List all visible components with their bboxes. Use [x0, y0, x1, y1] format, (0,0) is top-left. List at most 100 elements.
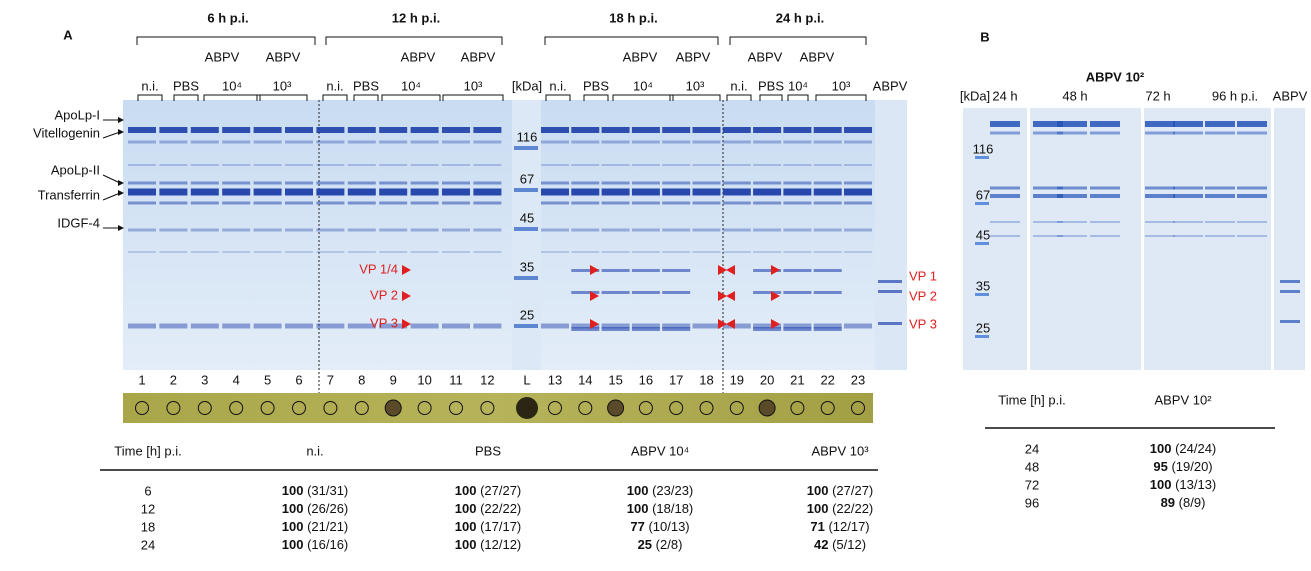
- band: [662, 291, 691, 294]
- marker-label: 35: [976, 278, 990, 293]
- band: [753, 228, 782, 232]
- band: [285, 127, 313, 133]
- band: [442, 127, 470, 133]
- band: [1237, 121, 1267, 127]
- vp-arrow: [771, 319, 780, 329]
- table-cell: 100 (18/18): [627, 501, 694, 516]
- band: [253, 164, 282, 166]
- band: [662, 140, 691, 144]
- band: [285, 228, 313, 232]
- band: [990, 221, 1020, 223]
- table-cell: 100 (23/23): [627, 483, 694, 498]
- band: [1237, 194, 1267, 198]
- arrowhead: [118, 129, 124, 135]
- band: [1173, 194, 1203, 198]
- cell-percent: 25: [638, 537, 652, 552]
- band: [601, 188, 630, 196]
- band: [1173, 131, 1203, 135]
- band: [722, 164, 751, 166]
- lane-number: 15: [608, 372, 622, 387]
- dot: [729, 401, 744, 415]
- lane-number: 5: [264, 372, 271, 387]
- band: [316, 188, 345, 196]
- marker-label: 116: [517, 129, 538, 144]
- band: [1205, 235, 1235, 237]
- dot: [578, 401, 593, 415]
- band: [601, 164, 630, 166]
- bracket: [256, 94, 308, 101]
- band: [813, 140, 842, 144]
- time-group-title: 24 h p.i.: [776, 10, 824, 25]
- table-cell: 100 (26/26): [282, 501, 349, 516]
- vp-label: VP 2: [909, 288, 937, 303]
- band: [753, 181, 782, 185]
- band: [128, 164, 156, 166]
- treatment-label: ABPV: [748, 49, 783, 64]
- vp-arrow: [718, 319, 727, 329]
- band: [1205, 131, 1235, 135]
- band: [190, 127, 219, 133]
- cell-count: (17/17): [480, 519, 521, 534]
- cell-percent: 42: [814, 537, 828, 552]
- cell-percent: 100: [1150, 477, 1172, 492]
- band: [222, 140, 251, 144]
- vp-arrow: [771, 291, 780, 301]
- band: [631, 164, 660, 166]
- table-cell: 71 (12/17): [810, 519, 869, 534]
- band: [159, 251, 188, 253]
- table-cell: 96: [1025, 495, 1039, 510]
- cell-percent: 71: [810, 519, 824, 534]
- band: [571, 269, 600, 272]
- cell-percent: 100: [1150, 441, 1172, 456]
- cell-percent: 89: [1161, 495, 1175, 510]
- band: [692, 164, 721, 166]
- band: [813, 291, 842, 294]
- band: [1280, 280, 1300, 283]
- treatment-label: ABPV: [623, 49, 658, 64]
- band: [662, 164, 691, 166]
- cell-percent: 100: [282, 501, 304, 516]
- band: [253, 127, 282, 133]
- table-header: ABPV 10³: [811, 443, 869, 458]
- cell-count: (24/24): [1175, 441, 1216, 456]
- band: [473, 164, 502, 166]
- dot: [323, 401, 338, 415]
- treatment-label: ABPV: [800, 49, 835, 64]
- band: [844, 323, 872, 329]
- vp-label: VP 3: [370, 315, 398, 330]
- vp-arrow: [402, 265, 411, 275]
- band: [541, 251, 569, 253]
- band: [813, 127, 842, 133]
- band: [1145, 235, 1175, 237]
- band: [379, 188, 408, 196]
- band: [662, 181, 691, 185]
- protein-label: ApoLp-I: [54, 107, 100, 122]
- dot: [229, 401, 244, 415]
- band: [285, 323, 313, 329]
- band: [253, 228, 282, 232]
- cell-percent: 100: [282, 537, 304, 552]
- gel: [123, 100, 513, 370]
- table-cell: 100 (22/22): [807, 501, 874, 516]
- dot: [699, 401, 714, 415]
- bracket: [353, 94, 379, 101]
- gel-gap: [1141, 108, 1144, 370]
- band: [753, 269, 782, 272]
- band: [753, 188, 782, 196]
- vp-label: VP 3: [909, 316, 937, 331]
- band: [410, 127, 439, 133]
- cell-percent: 100: [282, 483, 304, 498]
- band: [379, 228, 408, 232]
- band: [662, 228, 691, 232]
- vp-arrow: [726, 265, 735, 275]
- band: [990, 131, 1020, 135]
- lane-number: 4: [233, 372, 240, 387]
- band: [601, 323, 630, 329]
- dot: [607, 399, 625, 417]
- band: [1205, 221, 1235, 223]
- lane-number: 10: [417, 372, 431, 387]
- lane-number: 2: [170, 372, 177, 387]
- table-cell: 89 (8/9): [1161, 495, 1206, 510]
- band: [844, 201, 872, 205]
- band: [159, 181, 188, 185]
